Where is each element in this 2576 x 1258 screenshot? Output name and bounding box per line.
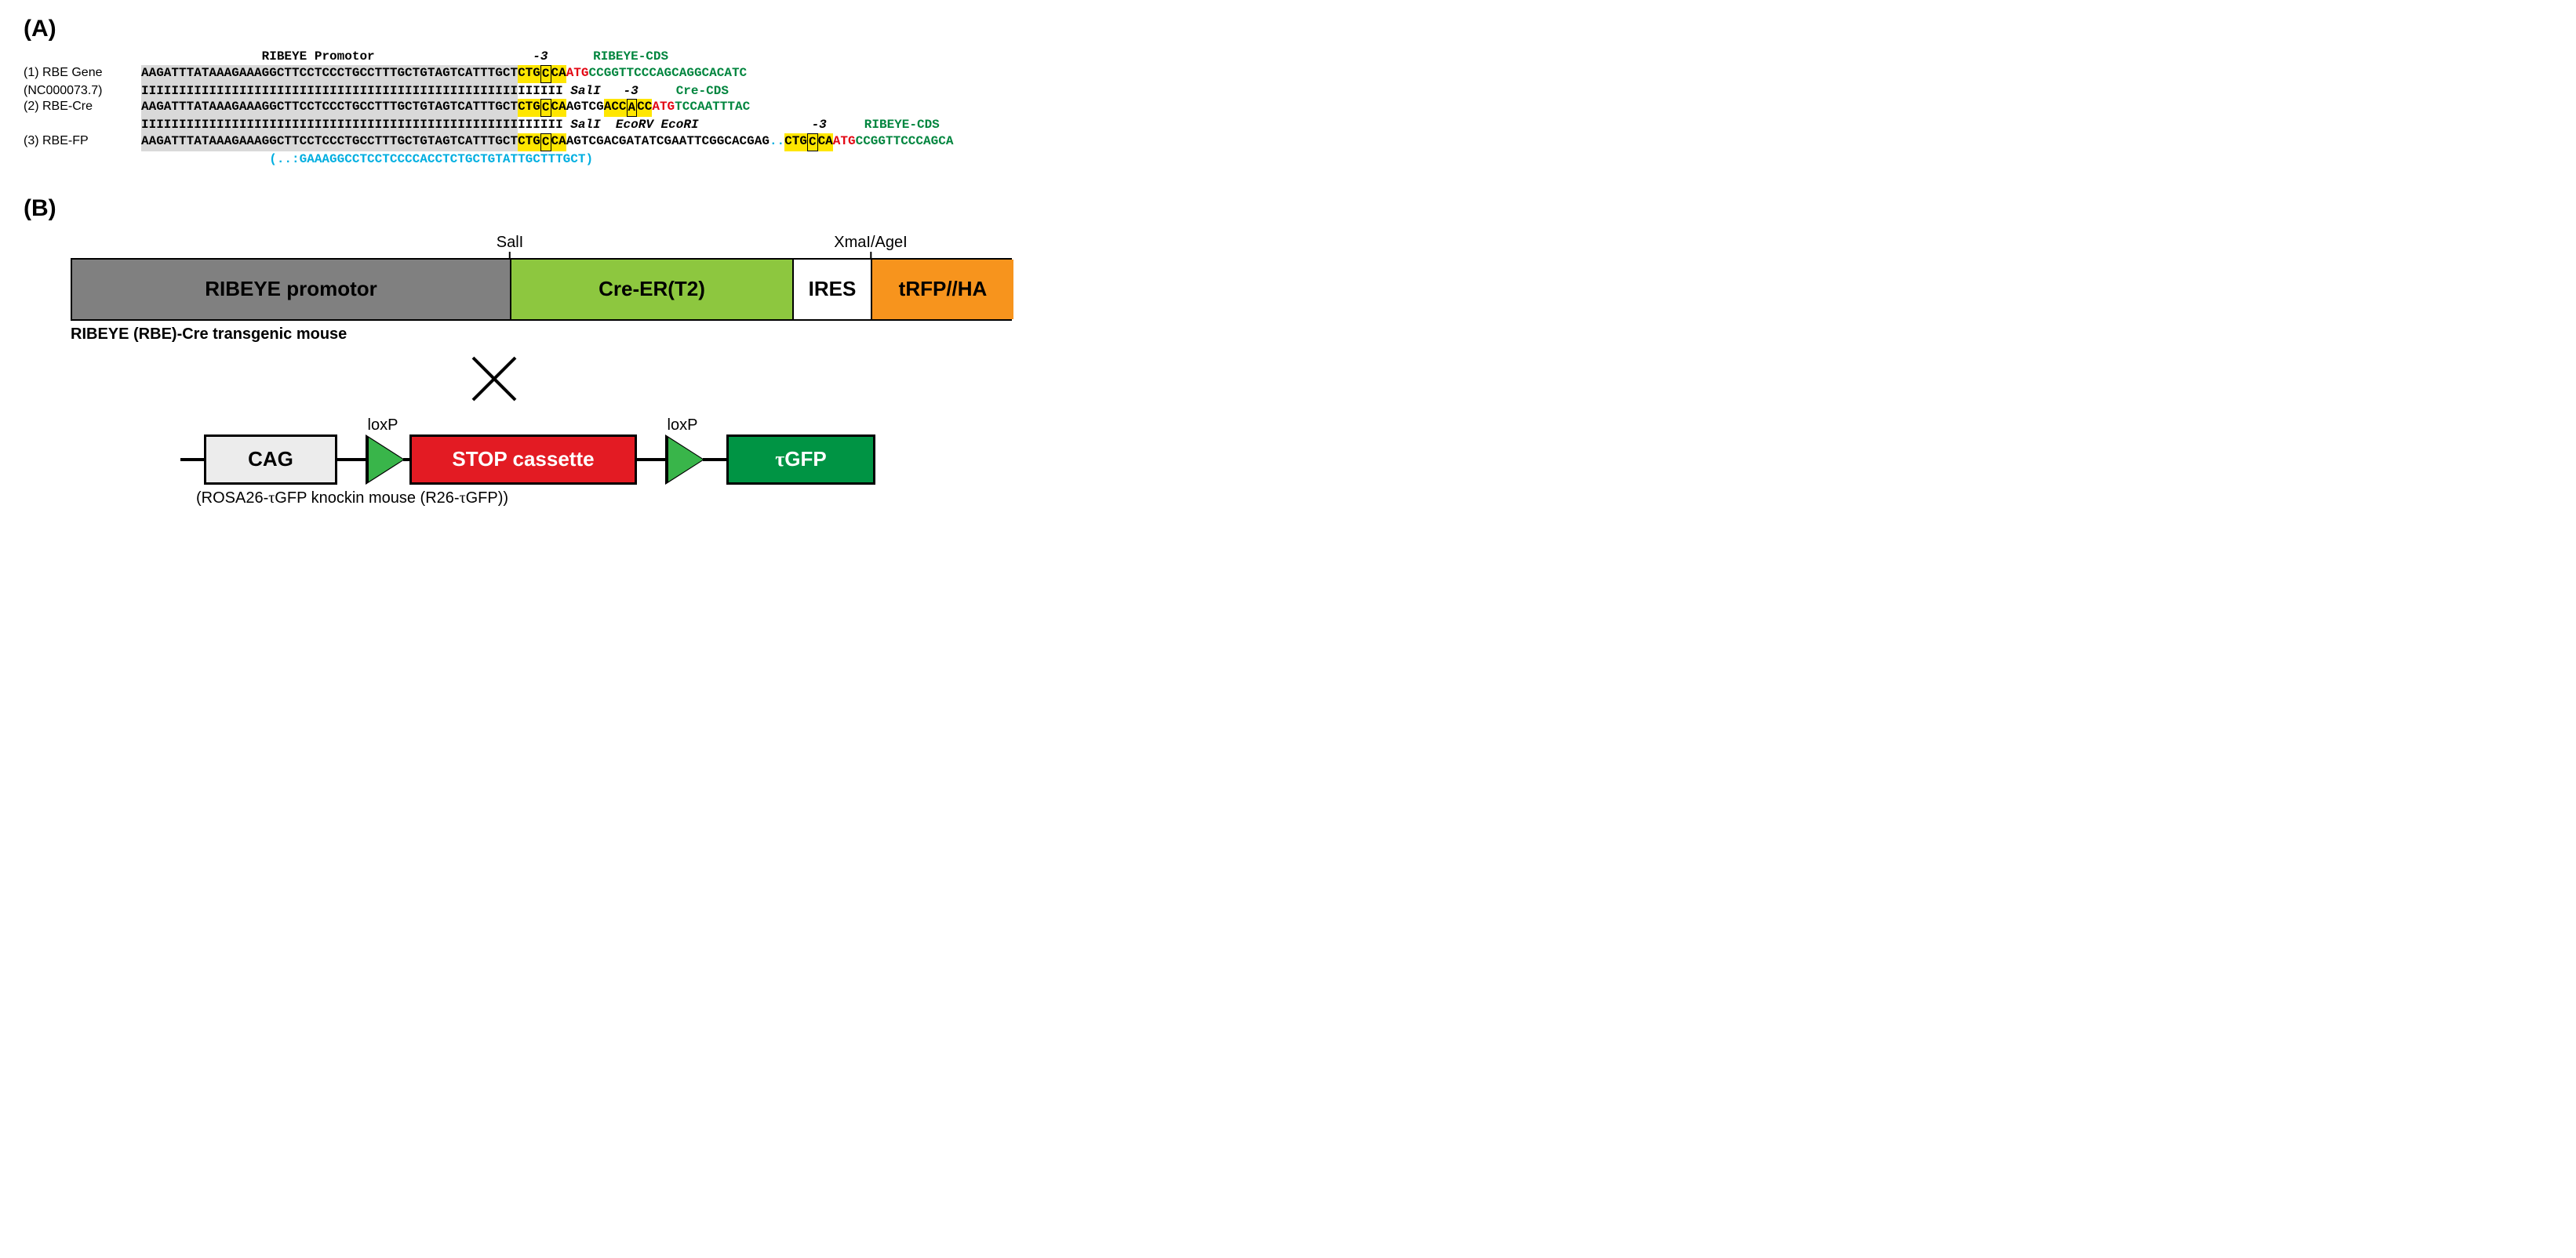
line-segment	[403, 458, 409, 461]
panel-b: (B) SalI XmaI/AgeI RIBEYE promotor Cre-E…	[24, 195, 1247, 507]
alignment-row-1: (1) RBE Gene AAGATTTATAAAGAAAGGCTTCCTCCC…	[24, 65, 1247, 83]
header-minus3-2: -3	[624, 83, 639, 100]
loxp-label-2: loxP	[668, 416, 698, 434]
alignment-row-3: (3) RBE-FP AAGATTTATAAAGAAAGGCTTCCTCCCTG…	[24, 133, 1247, 151]
header-promoter: RIBEYE Promotor	[262, 49, 375, 65]
cross-icon	[467, 351, 522, 406]
alignment-header-1: RIBEYE Promotor -3 RIBEYE-CDS	[24, 49, 1247, 65]
bottom-construct: CAG STOP cassette τGFP	[180, 434, 926, 485]
top-construct: RIBEYE promotor Cre-ER(T2) IRES tRFP//HA	[71, 258, 1012, 321]
block-cag: CAG	[204, 434, 337, 485]
header-ecori: EcoRI	[661, 117, 699, 133]
block-ires: IRES	[794, 260, 872, 319]
site-xmai: XmaI/AgeI	[834, 234, 907, 252]
loxp-triangle-2	[668, 438, 703, 482]
label-rbe-fp: (3) RBE-FP	[24, 133, 141, 151]
alignment-row-sites: IIIIIIIIIIIIIIIIIIIIIIIIIIIIIIIIIIIIIIII…	[24, 117, 1247, 133]
label-rbe-gene: (1) RBE Gene	[24, 65, 141, 83]
alignment-row-cyan: (..: GAAAGGCCTCCTCCCCACCTCTGCTGTATTGCTTT…	[24, 151, 1247, 168]
caption-top-construct: RIBEYE (RBE)-Cre transgenic mouse	[71, 325, 1247, 344]
site-sali: SalI	[497, 234, 523, 252]
cross-symbol	[337, 351, 651, 406]
block-gfp: τGFP	[726, 434, 875, 485]
line-segment	[180, 458, 204, 461]
restriction-site-labels: SalI XmaI/AgeI	[71, 228, 1012, 252]
loxp-labels: loxP loxP	[180, 414, 926, 434]
block-promoter: RIBEYE promotor	[72, 260, 511, 319]
header-minus3-1: -3	[533, 49, 548, 65]
header-ecorv: EcoRV	[616, 117, 653, 133]
loxp-label-1: loxP	[368, 416, 398, 434]
label-rbe-cre: (2) RBE-Cre	[24, 99, 141, 117]
block-cre: Cre-ER(T2)	[511, 260, 794, 319]
header-ribeye-cds-2: RIBEYE-CDS	[864, 117, 940, 133]
sequence-alignment: RIBEYE Promotor -3 RIBEYE-CDS (1) RBE Ge…	[24, 49, 1247, 168]
line-segment	[637, 458, 668, 461]
panel-a-label: (A)	[24, 16, 1247, 42]
header-sali-a: SalI	[570, 83, 600, 100]
panel-b-label: (B)	[24, 195, 1247, 222]
alignment-row-2: (2) RBE-Cre AAGATTTATAAAGAAAGGCTTCCTCCCT…	[24, 99, 1247, 117]
header-ribeye-cds: RIBEYE-CDS	[593, 49, 668, 65]
header-minus3-3: -3	[812, 117, 827, 133]
label-nc: (NC000073.7)	[24, 83, 141, 100]
line-segment	[337, 458, 369, 461]
loxp-triangle-1	[369, 438, 403, 482]
line-segment	[703, 458, 726, 461]
alignment-row-nc: (NC000073.7) IIIIIIIIIIIIIIIIIIIIIIIIIII…	[24, 83, 1247, 100]
caption-bottom-construct: (ROSA26-τGFP knockin mouse (R26-τGFP))	[196, 489, 1247, 507]
header-cre-cds: Cre-CDS	[676, 83, 729, 100]
header-sali-b: SalI	[570, 117, 600, 133]
block-rfp: tRFP//HA	[872, 260, 1013, 319]
block-stop: STOP cassette	[409, 434, 637, 485]
